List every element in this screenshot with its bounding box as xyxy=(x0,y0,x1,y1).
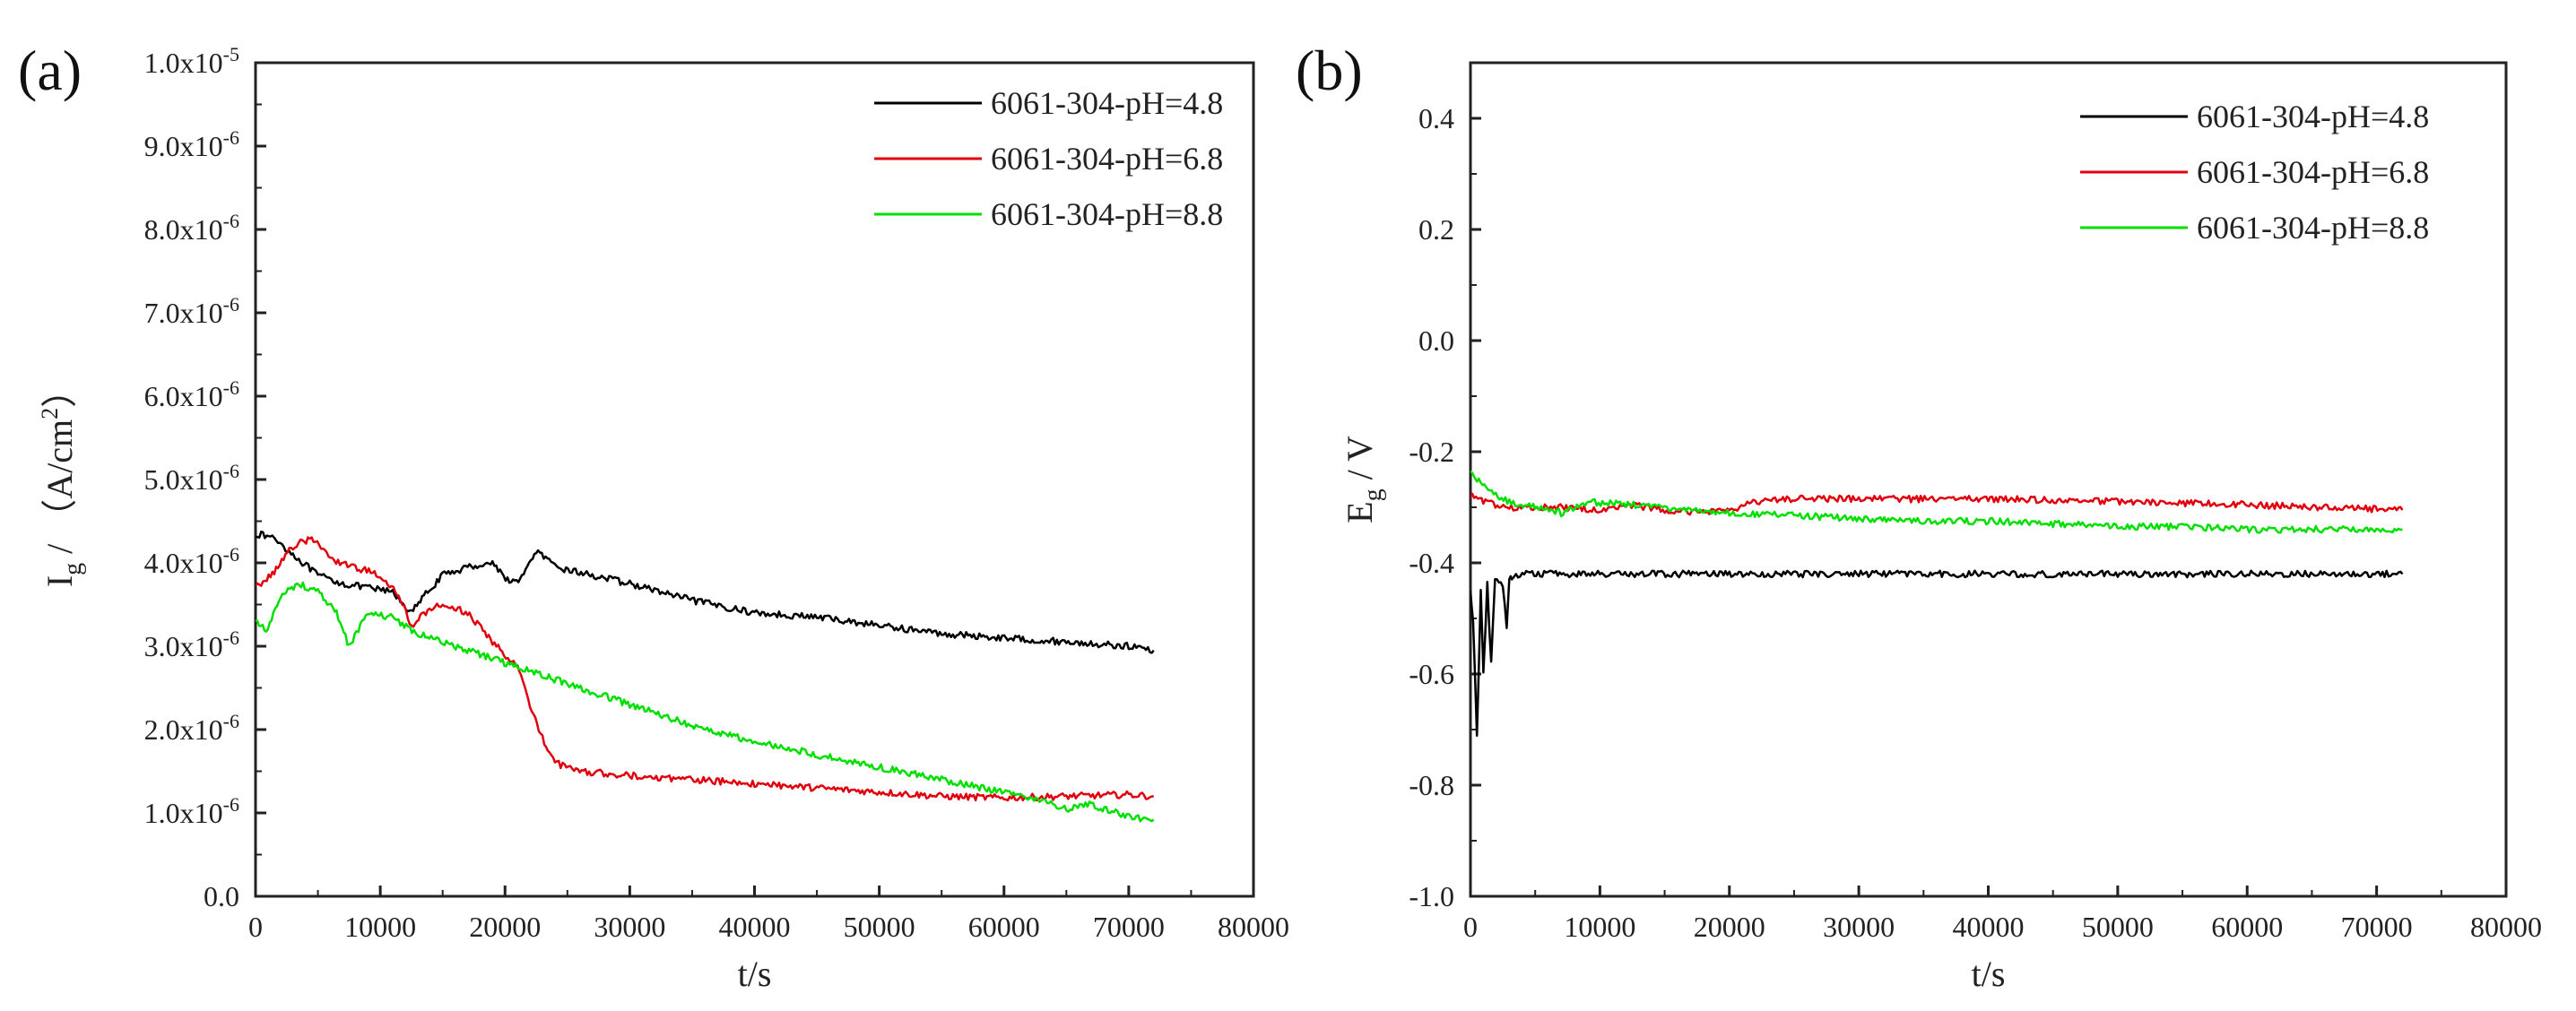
y-tick-label: 0.2 xyxy=(1418,213,1454,246)
x-tick-label: 30000 xyxy=(594,911,665,943)
x-tick-label: 50000 xyxy=(2082,911,2154,943)
chart-panel-b: (b) 0 10000 20000 30000 40000 50000 60000 70000 8… xyxy=(1296,39,2542,994)
y-tick-label: 2.0x10-6 xyxy=(144,710,239,746)
y-tick-label: -0.2 xyxy=(1409,436,1454,468)
y-tick-label: 8.0x10-6 xyxy=(144,210,239,246)
y-tick-label: -0.6 xyxy=(1409,658,1454,690)
legend-label: 6061-304-pH=6.8 xyxy=(2197,154,2429,190)
x-tick-label: 70000 xyxy=(2341,911,2413,943)
panel-label: (b) xyxy=(1296,39,1363,102)
y-axis-title: Ig / （A/cm2） xyxy=(37,372,87,587)
legend-label: 6061-304-pH=6.8 xyxy=(991,141,1223,177)
legend-label: 6061-304-pH=8.8 xyxy=(991,196,1223,232)
x-tick-label: 80000 xyxy=(2470,911,2542,943)
series-line-1 xyxy=(256,530,1155,654)
legend-label: 6061-304-pH=4.8 xyxy=(991,85,1223,121)
series-line-2 xyxy=(1470,492,2404,516)
panel-label: (a) xyxy=(18,39,82,102)
y-tick-label: 9.0x10-6 xyxy=(144,126,239,162)
series-line-3 xyxy=(1470,470,2403,534)
legend-label: 6061-304-pH=8.8 xyxy=(2197,210,2429,246)
y-tick-label: 1.0x10-5 xyxy=(144,43,239,79)
y-tick-label: -1.0 xyxy=(1409,880,1454,912)
y-tick-label: 5.0x10-6 xyxy=(144,460,239,496)
y-tick-label: 0.0 xyxy=(1418,324,1454,357)
y-axis-title: Eg / V xyxy=(1340,436,1387,523)
x-tick-label: 60000 xyxy=(2211,911,2283,943)
y-tick-label: 6.0x10-6 xyxy=(144,376,239,412)
y-tick-label: 1.0x10-6 xyxy=(144,793,239,829)
y-tick-label: -0.4 xyxy=(1409,547,1454,579)
x-tick-label: 50000 xyxy=(844,911,915,943)
y-tick-label: 4.0x10-6 xyxy=(144,543,239,579)
x-tick-label: 70000 xyxy=(1093,911,1165,943)
x-tick-label: 30000 xyxy=(1823,911,1895,943)
y-tick-label: 0.4 xyxy=(1418,102,1454,134)
x-tick-label: 0 xyxy=(1463,911,1478,943)
x-tick-label: 0 xyxy=(248,911,263,943)
x-tick-label: 80000 xyxy=(1218,911,1289,943)
x-tick-label: 40000 xyxy=(1953,911,2025,943)
series-line-1 xyxy=(1470,569,2404,738)
x-tick-label: 40000 xyxy=(719,911,791,943)
y-tick-label: -0.8 xyxy=(1409,769,1454,801)
x-axis-title: t/s xyxy=(1972,954,2006,994)
chart-panel-a: (a) 0 10000 20000 30000 40000 50000 60000 70000 8… xyxy=(18,39,1289,994)
series-line-3 xyxy=(256,581,1155,823)
y-tick-label: 3.0x10-6 xyxy=(144,626,239,662)
series-line-2 xyxy=(256,536,1154,802)
x-tick-label: 10000 xyxy=(344,911,416,943)
x-tick-label: 10000 xyxy=(1564,911,1635,943)
x-tick-label: 20000 xyxy=(1694,911,1765,943)
x-axis-title: t/s xyxy=(738,954,772,994)
legend-label: 6061-304-pH=4.8 xyxy=(2197,99,2429,134)
y-tick-label: 7.0x10-6 xyxy=(144,293,239,329)
y-tick-label: 0.0 xyxy=(204,880,239,912)
x-tick-label: 60000 xyxy=(968,911,1040,943)
x-tick-label: 20000 xyxy=(469,911,541,943)
plot-frame xyxy=(254,61,1255,898)
